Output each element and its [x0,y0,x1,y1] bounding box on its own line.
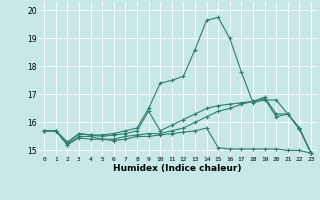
X-axis label: Humidex (Indice chaleur): Humidex (Indice chaleur) [113,164,242,173]
